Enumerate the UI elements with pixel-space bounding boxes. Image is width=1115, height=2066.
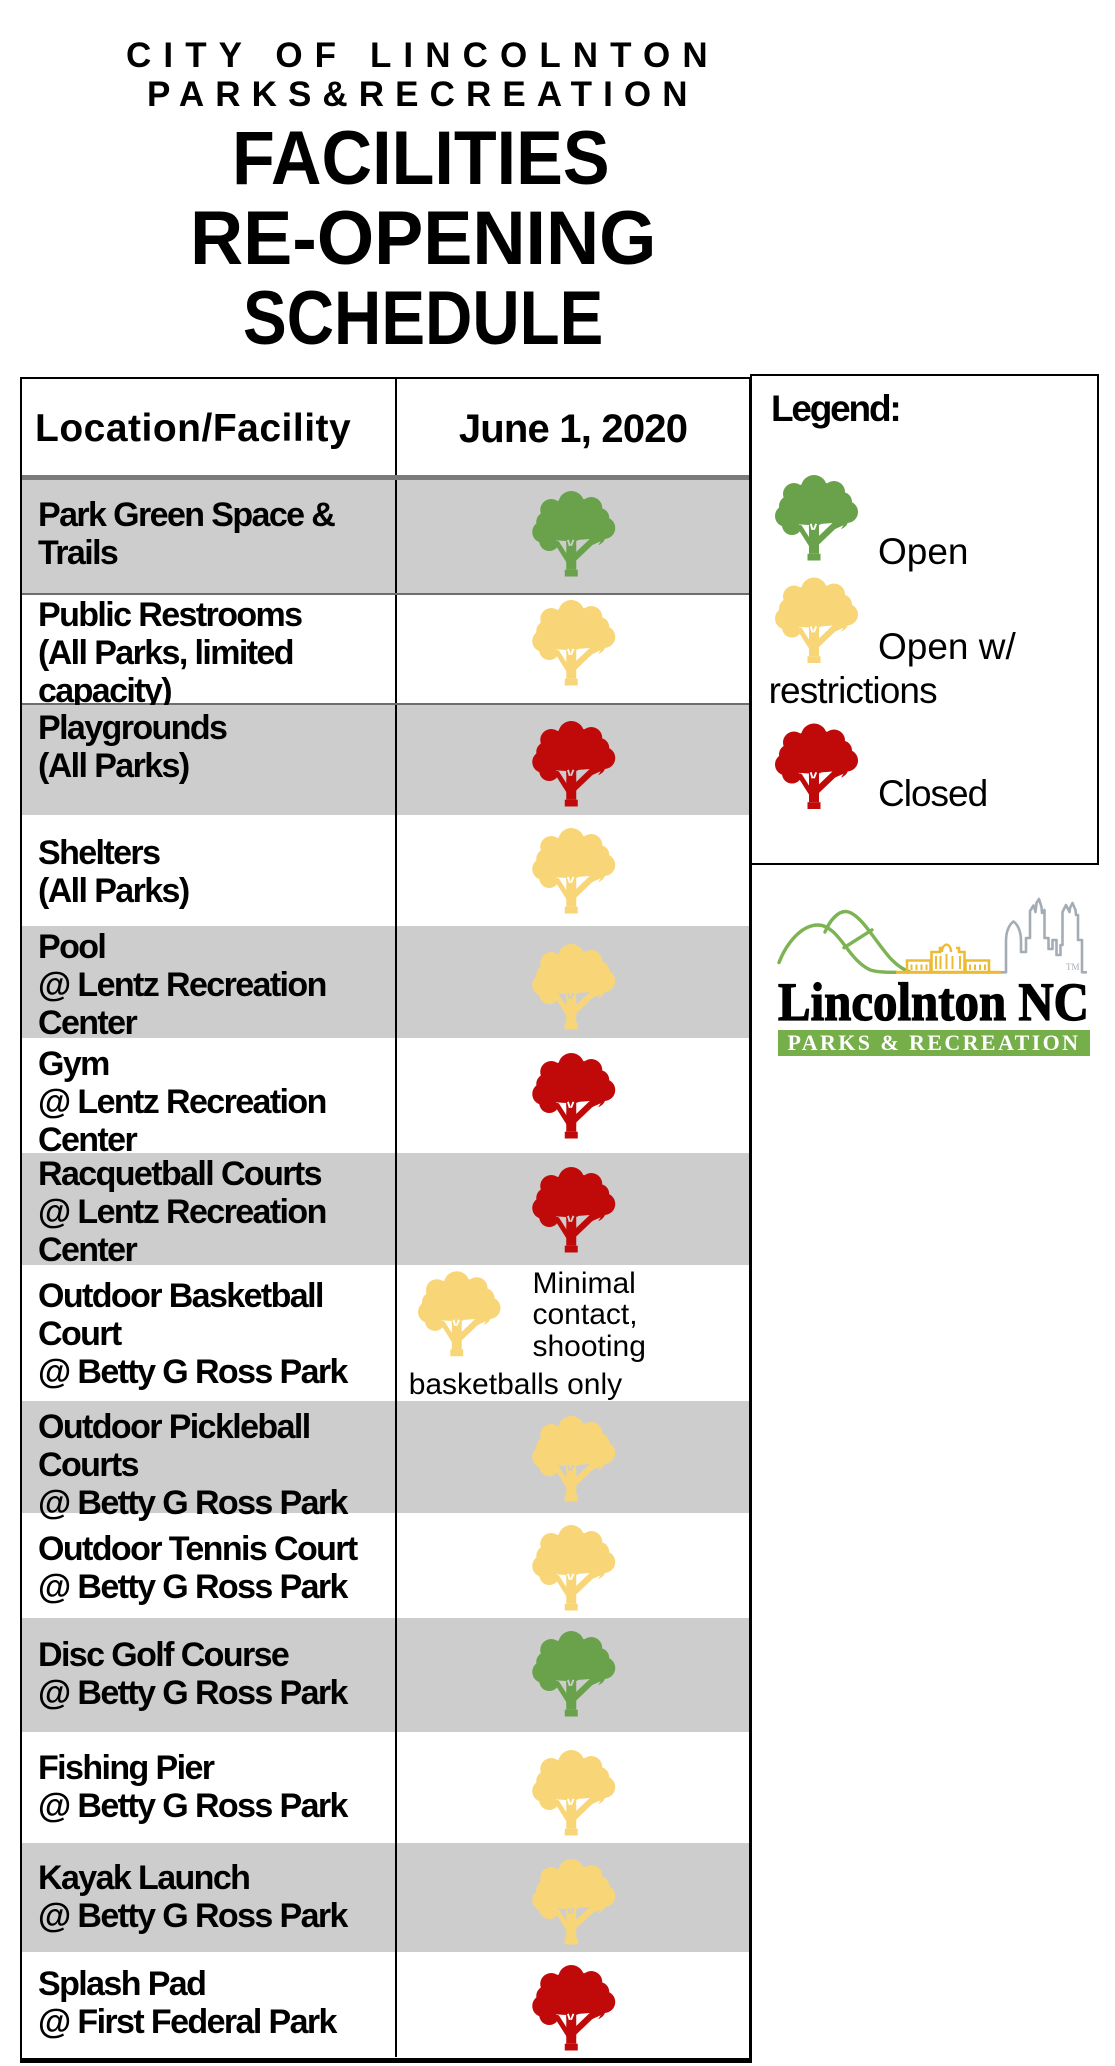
svg-text:TM: TM [1066,962,1080,972]
